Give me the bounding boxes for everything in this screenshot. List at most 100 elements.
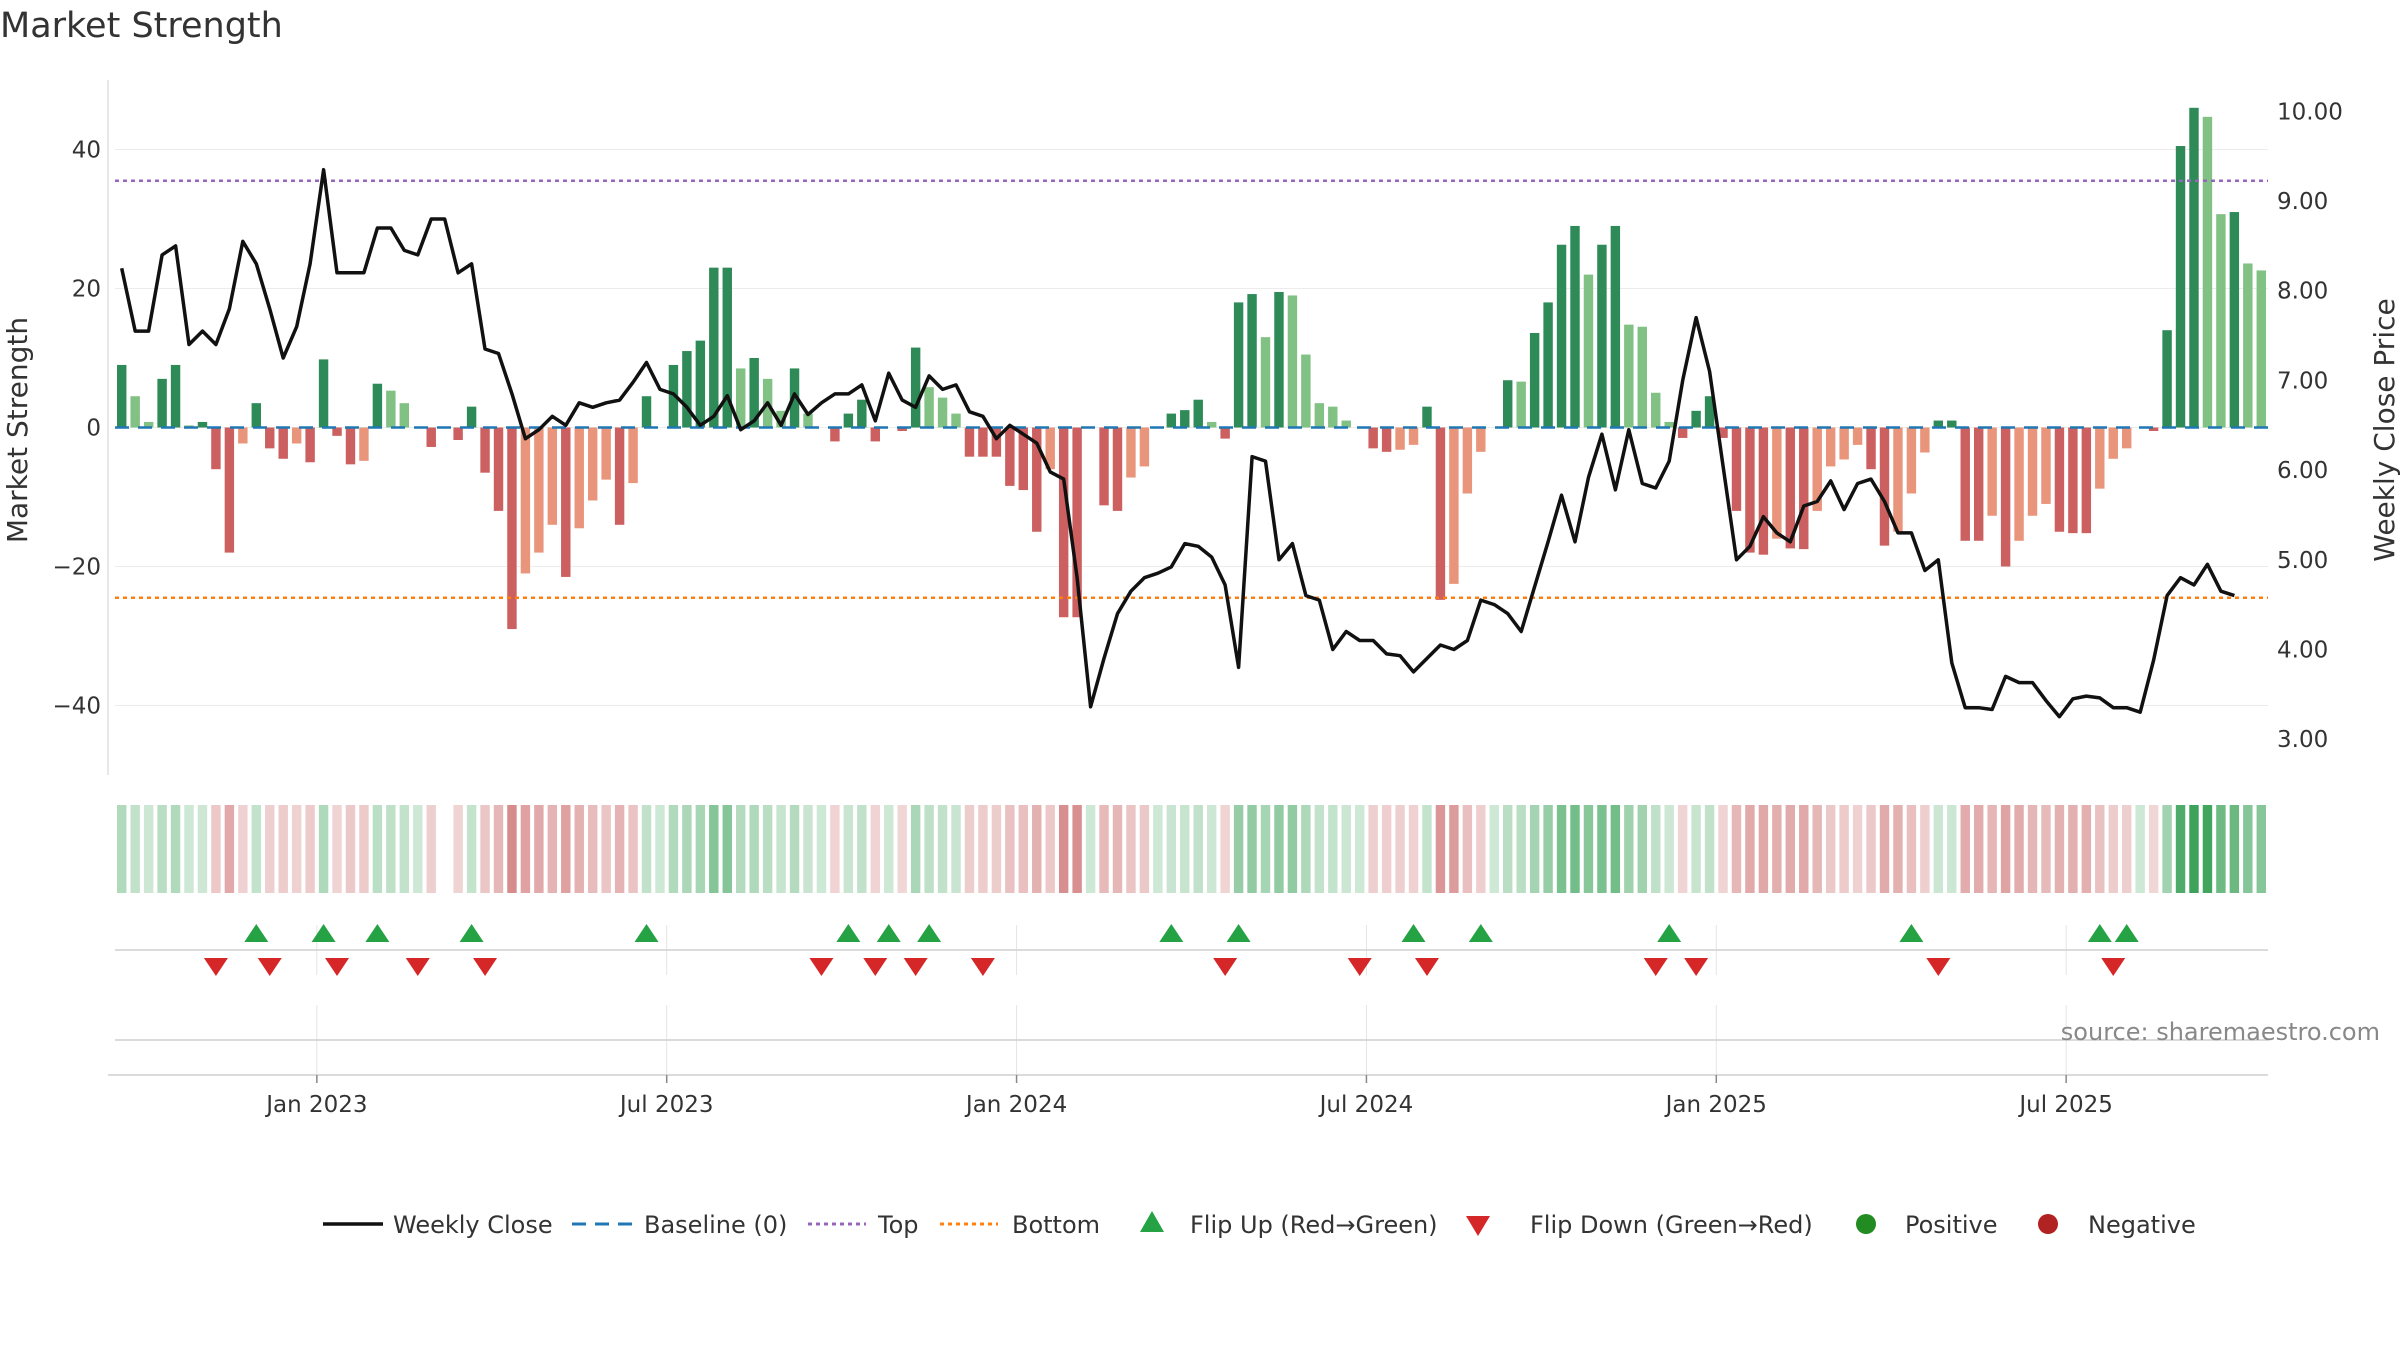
bar-negative (574, 427, 584, 529)
flip-down-marker (809, 958, 834, 976)
heat-cell (1314, 805, 1325, 893)
flip-up-marker (1899, 924, 1924, 942)
bar-negative (305, 427, 315, 463)
bar-positive (1301, 354, 1311, 428)
heat-cell (170, 805, 181, 893)
bar-positive (1233, 302, 1244, 428)
y-axis-right-title: Weekly Close Price (2368, 298, 2400, 561)
bar-negative (291, 427, 302, 444)
heat-cell (2243, 805, 2253, 893)
bar-positive (1624, 324, 1634, 428)
price-line-layer (119, 167, 2235, 719)
bar-negative (278, 427, 288, 459)
bar-negative (507, 427, 517, 630)
heat-cell (197, 805, 208, 893)
bar-positive (1637, 326, 1647, 428)
heat-cell (2229, 805, 2240, 893)
flip-down-marker (863, 958, 888, 976)
bar-negative (1825, 427, 1836, 467)
heat-cell (547, 805, 558, 893)
heat-cell (359, 805, 369, 893)
heat-cell (453, 805, 463, 893)
flip-down-marker (257, 958, 282, 976)
bar-negative (1462, 427, 1473, 494)
bar-negative (534, 427, 544, 553)
heat-cell (1045, 805, 1055, 893)
heat-cell (130, 805, 140, 893)
flip-up-marker (2114, 924, 2139, 942)
y-axis-left-title: Market Strength (1, 317, 34, 543)
heat-cell (1126, 805, 1136, 893)
heat-cell (641, 805, 652, 893)
heat-cell (1651, 805, 1661, 893)
heat-cell (1704, 805, 1715, 893)
heat-cell (870, 805, 880, 893)
bar-negative (1906, 427, 1917, 494)
heat-cell (1637, 805, 1647, 893)
heat-cell (2027, 805, 2038, 893)
bar-positive (1166, 413, 1177, 428)
heat-cell (1153, 805, 1163, 893)
heat-cell (1287, 805, 1298, 893)
y-tick-right: 6.00 (2277, 458, 2328, 484)
heat-cell (534, 805, 544, 893)
heat-cell (1772, 805, 1782, 893)
heat-cell (2108, 805, 2118, 893)
bar-positive (170, 364, 181, 428)
heat-cell (803, 805, 813, 893)
y-tick-left: −40 (52, 694, 101, 720)
bar-positive (1503, 380, 1513, 428)
heat-cell (1879, 805, 1890, 893)
bar-positive (197, 421, 208, 428)
bar-negative (493, 427, 504, 511)
bar-negative (1812, 427, 1822, 511)
bar-positive (1328, 406, 1338, 428)
heat-cell (345, 805, 356, 893)
bar-negative (238, 427, 248, 444)
bar-negative (520, 427, 531, 574)
heat-cell (1529, 805, 1540, 893)
flip-markers (203, 924, 2139, 976)
bar-positive (924, 387, 934, 428)
bar-negative (1099, 427, 1109, 506)
bar-negative (1987, 427, 1997, 516)
source-label: source: sharemaestro.com (2061, 1018, 2380, 1046)
legend-top: Top (877, 1211, 919, 1239)
legend: Weekly Close Baseline (0) Top Bottom Fli… (323, 1211, 2196, 1239)
legend-flip-down: Flip Down (Green→Red) (1530, 1211, 1813, 1239)
bar-positive (709, 267, 719, 428)
flip-down-marker (1347, 958, 1372, 976)
bar-positive (1260, 337, 1271, 428)
flip-down-marker (473, 958, 498, 976)
heat-cell (1435, 805, 1446, 893)
heat-cell (2256, 805, 2266, 893)
heat-cell (2148, 805, 2159, 893)
x-tick-label: Jan 2023 (264, 1092, 367, 1118)
bar-negative (2027, 427, 2038, 516)
flip-down-marker (1926, 958, 1951, 976)
heat-cell (1960, 805, 1970, 893)
heat-cell (991, 805, 1002, 893)
bar-positive (682, 351, 692, 428)
weekly-close-line (119, 167, 2235, 719)
reference-lines (115, 179, 2268, 600)
bar-negative (1005, 427, 1015, 486)
bar-positive (695, 340, 706, 428)
legend-baseline: Baseline (0) (644, 1211, 787, 1239)
heat-cell (1543, 805, 1553, 893)
bar-positive (749, 358, 759, 428)
bar-negative (2000, 427, 2011, 567)
heat-cell (2041, 805, 2051, 893)
heat-cell (1449, 805, 1459, 893)
y-tick-right: 9.00 (2277, 189, 2328, 215)
heat-cell (910, 805, 921, 893)
bar-positive (1516, 381, 1526, 428)
heat-cell (1368, 805, 1378, 893)
heat-cell (561, 805, 571, 893)
heat-cell (1180, 805, 1190, 893)
legend-negative-icon (2038, 1214, 2058, 1234)
heat-cell (278, 805, 288, 893)
bar-positive (143, 421, 154, 428)
bar-negative (1072, 427, 1082, 618)
bar-negative (2041, 427, 2051, 504)
